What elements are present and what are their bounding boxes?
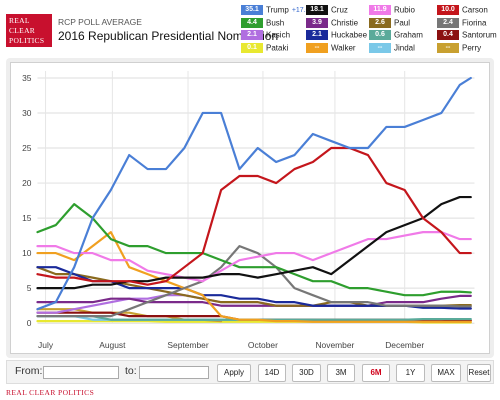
legend-item-jindal[interactable]: -- Jindal [369,42,415,54]
legend-name: Perry [462,43,482,52]
series-line-walker [36,231,472,323]
legend-item-graham[interactable]: 0.6 Graham [369,30,423,41]
to-label: to: [125,365,137,377]
legend-item-trump[interactable]: 35.1 Trump +17.0 [241,5,310,16]
series-line-fiorina [36,245,472,318]
x-tick-label: September [167,340,208,350]
rcp-logo[interactable]: REAL CLEAR POLITICS [6,14,52,47]
legend-item-pataki[interactable]: 0.1 Pataki [241,42,289,54]
series-line-bush [36,203,472,297]
legend-item-kasich[interactable]: 2.1 Kasich [241,30,290,41]
legend-name: Graham [394,30,423,40]
legend-name: Fiorina [462,18,487,27]
legend-name: Kasich [266,30,291,40]
legend-item-rubio[interactable]: 11.9 Rubio [369,5,415,16]
from-label: From: [15,365,43,377]
legend-value: -- [306,42,328,53]
chart-title: 2016 Republican Presidential Nomination [58,29,279,43]
legend-name: Bush [266,18,285,27]
legend-item-walker[interactable]: -- Walker [306,42,356,54]
legend-change: +17.0 [291,6,310,14]
legend-value: 0.1 [241,42,263,53]
x-tick-label: October [248,340,278,350]
x-tick-label: November [315,340,354,350]
series-line-carson [36,146,472,286]
legend-name: Carson [462,5,488,15]
legend-name: Huckabee [331,30,368,40]
logo-line-1: REAL [9,16,30,25]
legend-item-christie[interactable]: 3.9 Christie [306,17,359,29]
legend-item-paul[interactable]: 2.6 Paul [369,17,411,29]
range-button-14d[interactable]: 14D [258,364,286,382]
x-tick-label: August [99,340,126,350]
y-tick-label: 35 [22,73,32,83]
legend-item-carson[interactable]: 10.0 Carson [437,5,488,16]
legend-value: 3.9 [306,17,328,28]
y-tick-label: 5 [27,283,32,293]
legend-value: 4.4 [241,17,263,28]
from-date-input[interactable] [43,366,119,379]
logo-line-3: POLITICS [9,36,45,45]
series-line-trump [36,76,472,311]
x-tick-label: July [38,340,54,350]
legend-item-cruz[interactable]: 18.1 Cruz [306,5,348,16]
legend-value: 11.9 [369,5,391,15]
legend-name: Walker [331,43,356,52]
legend-value: -- [437,42,459,53]
range-button-6m[interactable]: 6M [362,364,390,382]
legend-name: Paul [394,18,411,27]
legend-value: 0.4 [437,30,459,40]
range-button-reset[interactable]: Reset [467,364,491,382]
y-tick-label: 15 [22,213,32,223]
legend-value: 35.1 [241,5,263,15]
legend-value: 2.6 [369,17,391,28]
candidate-legend: 35.1 Trump +17.0 18.1 Cruz 11.9 Rubio 10.0 Carso… [241,5,499,55]
y-tick-label: 25 [22,143,32,153]
legend-item-bush[interactable]: 4.4 Bush [241,17,285,29]
legend-value: 2.1 [306,30,328,40]
legend-item-santorum[interactable]: 0.4 Santorum [437,30,497,41]
legend-value: 2.1 [241,30,263,40]
to-date-input[interactable] [139,366,209,379]
legend-item-fiorina[interactable]: 2.4 Fiorina [437,17,487,29]
x-tick-label: December [385,340,424,350]
range-button-max[interactable]: MAX [431,364,461,382]
range-button-1y[interactable]: 1Y [396,364,425,382]
legend-name: Cruz [331,5,348,15]
series-line-rubio [36,231,472,283]
legend-value: 10.0 [437,5,459,15]
legend-value: -- [369,42,391,53]
legend-item-huckabee[interactable]: 2.1 Huckabee [306,30,367,41]
legend-value: 18.1 [306,5,328,15]
legend-name: Pataki [266,43,289,52]
y-tick-label: 30 [22,108,32,118]
apply-button[interactable]: Apply [217,364,251,382]
logo-line-2: CLEAR [9,26,36,35]
date-range-controls: From: to: Apply 14D 30D 3M 6M 1Y MAX Reset [6,360,494,384]
legend-value: 0.6 [369,30,391,40]
legend-name: Santorum [462,30,497,40]
range-button-30d[interactable]: 30D [292,364,321,382]
legend-item-perry[interactable]: -- Perry [437,42,482,54]
legend-name: Rubio [394,5,415,15]
footer-brand: REAL CLEAR POLITICS [6,388,95,397]
series-line-christie [36,294,472,307]
y-tick-label: 20 [22,178,32,188]
range-button-3m[interactable]: 3M [327,364,355,382]
chart-header: REAL CLEAR POLITICS RCP POLL AVERAGE 201… [0,0,500,56]
legend-name: Jindal [394,43,415,52]
chart-subtitle: RCP POLL AVERAGE [58,17,142,27]
legend-name: Christie [331,18,359,27]
y-tick-label: 10 [22,248,32,258]
series-line-cruz [36,195,472,290]
poll-line-chart[interactable]: 0 5 10 15 20 25 30 35 July August September October… [10,62,490,354]
y-tick-label: 0 [27,318,32,328]
legend-name: Trump [266,5,289,15]
legend-value: 2.4 [437,17,459,28]
